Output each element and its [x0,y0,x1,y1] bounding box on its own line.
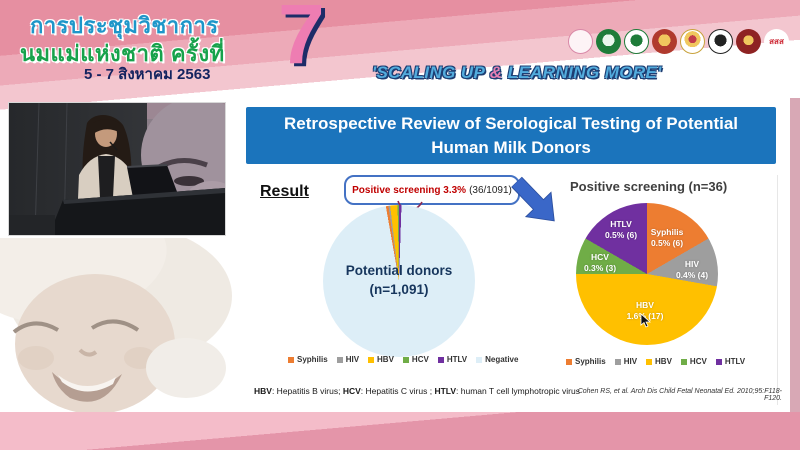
slice-label-syphilis: Syphilis 0.5% (6) [650,226,684,248]
presenter-scene [9,103,225,235]
callout-highlight: Positive screening 3.3% [352,184,467,196]
result-heading: Result [260,183,309,200]
abbreviation-footnote: HBV: Hepatitis B virus; HCV: Hepatitis C… [254,386,580,396]
right-edge-stripe [790,98,800,414]
sponsor-logos: สสส [568,29,789,54]
legend-item: HBV [646,357,672,366]
slice-label-htlv: HTLV 0.5% (6) [604,218,638,240]
legend-swatch [715,358,722,365]
society-seal-logo-icon [708,29,733,54]
tagline-pre: 'SCALING UP [372,63,490,82]
header-banner-background [0,0,800,116]
arrow-icon [510,176,555,222]
legend-item: HBV [368,355,394,364]
conference-tagline: 'SCALING UP & LEARNING MORE' [372,63,662,83]
tagline-amp: & [489,63,503,82]
donors-pie-center-label: Potential donors (n=1,091) [323,205,475,357]
baby-photo [0,205,236,414]
legend-item: HIV [614,357,637,366]
conference-dates: 5 - 7 สิงหาคม 2563 [84,66,211,83]
health-ministry-logo-icon [596,29,621,54]
positive-pie-title: Positive screening (n=36) [570,179,728,194]
legend-swatch [288,356,294,363]
tagline-post: LEARNING MORE' [502,63,662,82]
legend-swatch [402,356,409,363]
slide-divider-line [777,175,778,405]
donors-pie: Potential donors (n=1,091) [323,205,475,357]
legend-swatch [566,358,572,365]
slice-label-hiv: HIV 0.4% (4) [675,258,709,280]
legend-item: HIV [336,355,359,364]
legend-item: HTLV [437,355,467,364]
callout-detail: (36/1091) [469,184,512,196]
legend-item: Syphilis [288,355,328,364]
legend-swatch [336,356,343,363]
footer-banner-background [0,412,800,450]
reference-citation: Cohen RS, et al. Arch Dis Child Fetal Ne… [577,388,782,402]
legend-item: Syphilis [566,357,606,366]
slice-label-hbv: HBV 1.6% (17) [626,299,664,321]
donors-label-line1: Potential donors [345,263,453,279]
legend-swatch [368,356,375,363]
legend-swatch [476,356,483,363]
mouse-cursor-icon [640,314,652,328]
presenter-video [8,102,226,236]
legend-swatch [437,356,444,363]
positive-pie-legend: Syphilis HIV HBV HCV HTLV [566,357,745,366]
legend-item: HCV [680,357,707,366]
conference-title-line1: การประชุมวิชาการ [30,13,219,38]
presentation-slide: Retrospective Review of Serological Test… [232,100,790,412]
legend-swatch [646,358,653,365]
university-crest-logo-icon [652,29,677,54]
health-dept-logo-icon [624,29,649,54]
baby-illustration [0,205,232,414]
legend-swatch [680,358,687,365]
slice-label-hcv: HCV 0.3% (3) [583,251,617,273]
legend-item: HCV [402,355,429,364]
edition-number: 7 [278,0,325,81]
donors-pie-legend: Syphilis HIV HBV HCV HTLV Negative [288,355,518,364]
college-crest-logo-icon [736,29,761,54]
donors-label-line2: (n=1,091) [369,282,429,297]
royal-college-logo-icon [680,29,705,54]
slide-title: Retrospective Review of Serological Test… [246,107,776,164]
mother-child-logo-icon [568,29,593,54]
legend-item: HTLV [715,357,745,366]
legend-swatch [614,358,621,365]
positive-screening-callout: Positive screening 3.3% (36/1091) [344,175,520,205]
sss-fund-logo-icon: สสส [764,29,789,54]
conference-title-line2: นมแม่แห่งชาติ ครั้งที่ [20,41,225,66]
legend-item: Negative [476,355,518,364]
